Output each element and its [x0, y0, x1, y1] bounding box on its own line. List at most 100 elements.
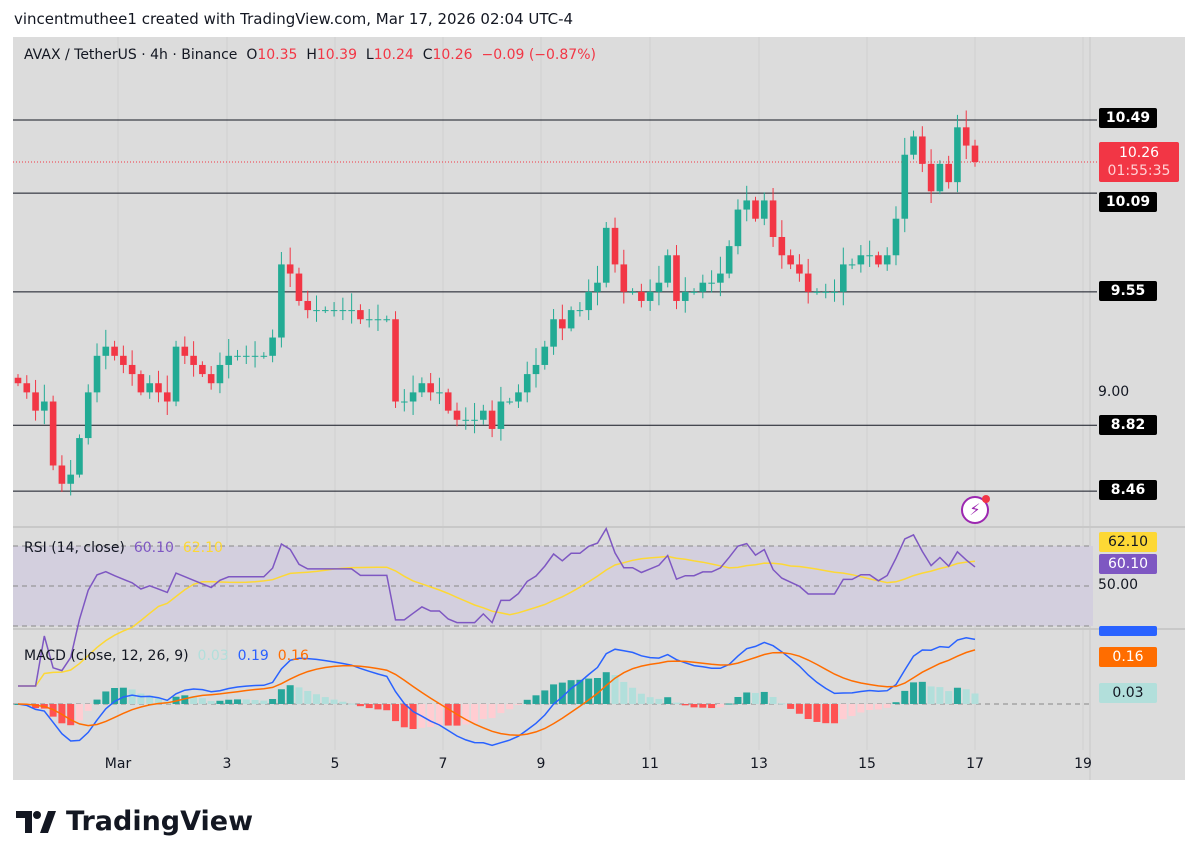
candle-body	[462, 419, 470, 421]
candle-body	[875, 255, 882, 265]
candle-body	[278, 264, 285, 338]
macd-histogram-bar	[839, 704, 847, 720]
macd-histogram-bar	[427, 704, 435, 728]
high-label: H	[306, 47, 317, 63]
change-value: −0.09 (−0.87%)	[481, 47, 596, 63]
candle-body	[620, 264, 628, 292]
macd-histogram-bar	[409, 704, 417, 730]
macd-histogram-bar	[146, 695, 154, 704]
alert-icon[interactable]: ⚡	[961, 495, 990, 524]
candle-body	[523, 374, 531, 393]
candle-body	[655, 282, 663, 292]
candle-body	[427, 383, 434, 393]
level-tag: 10.49	[1099, 108, 1157, 128]
candle-body	[216, 364, 224, 384]
candle-body	[23, 383, 31, 393]
tradingview-logo-icon	[16, 810, 56, 833]
last-price-tag: 10.26 01:55:35	[1099, 142, 1179, 182]
rsi-legend: RSI (14, close) 60.10 62.10	[24, 540, 223, 556]
chart-area[interactable]	[13, 37, 1185, 780]
macd-histogram-bar	[558, 682, 566, 704]
macd-signal-value: 0.16	[277, 648, 309, 664]
candle-body	[234, 355, 241, 357]
macd-histogram-bar	[137, 693, 145, 704]
time-axis-label: 9	[537, 756, 546, 772]
candle-body	[471, 419, 478, 421]
macd-histogram-bar	[646, 697, 654, 704]
candle-body	[260, 355, 268, 357]
candle-body	[734, 209, 742, 247]
macd-histogram-bar	[567, 680, 575, 704]
candle-body	[418, 383, 426, 393]
macd-histogram-bar	[550, 684, 558, 704]
macd-histogram-bar	[321, 697, 329, 704]
macd-histogram-bar	[962, 689, 970, 704]
candle-body	[927, 163, 935, 192]
symbol-name[interactable]: AVAX / TetherUS · 4h · Binance	[24, 47, 238, 63]
candle-body	[919, 136, 926, 164]
candle-body	[673, 255, 680, 301]
macd-histogram-bar	[479, 704, 487, 719]
time-axis-label: 5	[331, 756, 340, 772]
rsi-line	[18, 526, 976, 687]
candle-body	[339, 310, 347, 312]
candle-body	[401, 401, 408, 403]
candle-body	[102, 346, 110, 356]
macd-histogram-bar	[901, 690, 909, 704]
macd-tag	[1099, 626, 1157, 636]
macd-histogram-bar	[269, 699, 277, 704]
candle-body	[602, 227, 610, 283]
low-value: 10.24	[373, 47, 414, 63]
candle-body	[760, 200, 768, 219]
macd-histogram-bar	[866, 704, 874, 711]
candle-body	[883, 255, 891, 265]
time-axis-label: 15	[858, 756, 876, 772]
macd-histogram-bar	[690, 704, 698, 708]
macd-histogram-bar	[277, 689, 285, 704]
macd-histogram-bar	[734, 696, 742, 704]
close-label: C	[422, 47, 433, 63]
macd-histogram-bar	[602, 672, 610, 704]
macd-histogram-bar	[769, 696, 777, 704]
logo-text: TradingView	[66, 806, 254, 837]
candle-body	[286, 264, 294, 274]
rsi-ma-tag: 62.10	[1099, 532, 1157, 552]
macd-histogram-bar	[892, 702, 900, 704]
candle-body	[242, 355, 250, 357]
bar-countdown: 01:55:35	[1107, 163, 1171, 179]
macd-histogram-bar	[699, 704, 707, 708]
candle-body	[453, 410, 461, 420]
macd-histogram-bar	[945, 691, 953, 704]
high-value: 10.39	[316, 47, 357, 63]
macd-histogram-bar	[330, 699, 338, 704]
macd-histogram-bar	[760, 691, 768, 704]
macd-histogram-bar	[971, 693, 979, 704]
candle-body	[488, 410, 496, 429]
macd-histogram-bar	[497, 704, 505, 714]
candle-body	[163, 392, 171, 402]
macd-label[interactable]: MACD (close, 12, 26, 9)	[24, 648, 189, 664]
macd-histogram-bar	[400, 704, 408, 728]
candle-body	[190, 355, 197, 365]
rsi-label[interactable]: RSI (14, close)	[24, 540, 125, 556]
candle-body	[699, 282, 707, 292]
candle-body	[813, 291, 821, 293]
candle-body	[945, 163, 952, 183]
low-label: L	[365, 47, 374, 63]
signal-tag: 0.16	[1099, 647, 1157, 667]
candle-body	[515, 392, 522, 402]
macd-histogram-bar	[225, 699, 233, 704]
candle-body	[251, 355, 259, 357]
macd-histogram-bar	[295, 687, 303, 704]
macd-histogram-bar	[260, 700, 268, 704]
macd-histogram-bar	[532, 695, 540, 704]
tradingview-logo[interactable]: TradingView	[16, 806, 253, 837]
candle-body	[831, 291, 838, 293]
candle-body	[866, 255, 873, 257]
macd-histogram-bar	[462, 704, 470, 725]
macd-histogram-bar	[102, 691, 110, 704]
candle-body	[962, 127, 970, 146]
time-axis-label: Mar	[105, 756, 132, 772]
close-value: 10.26	[432, 47, 473, 63]
